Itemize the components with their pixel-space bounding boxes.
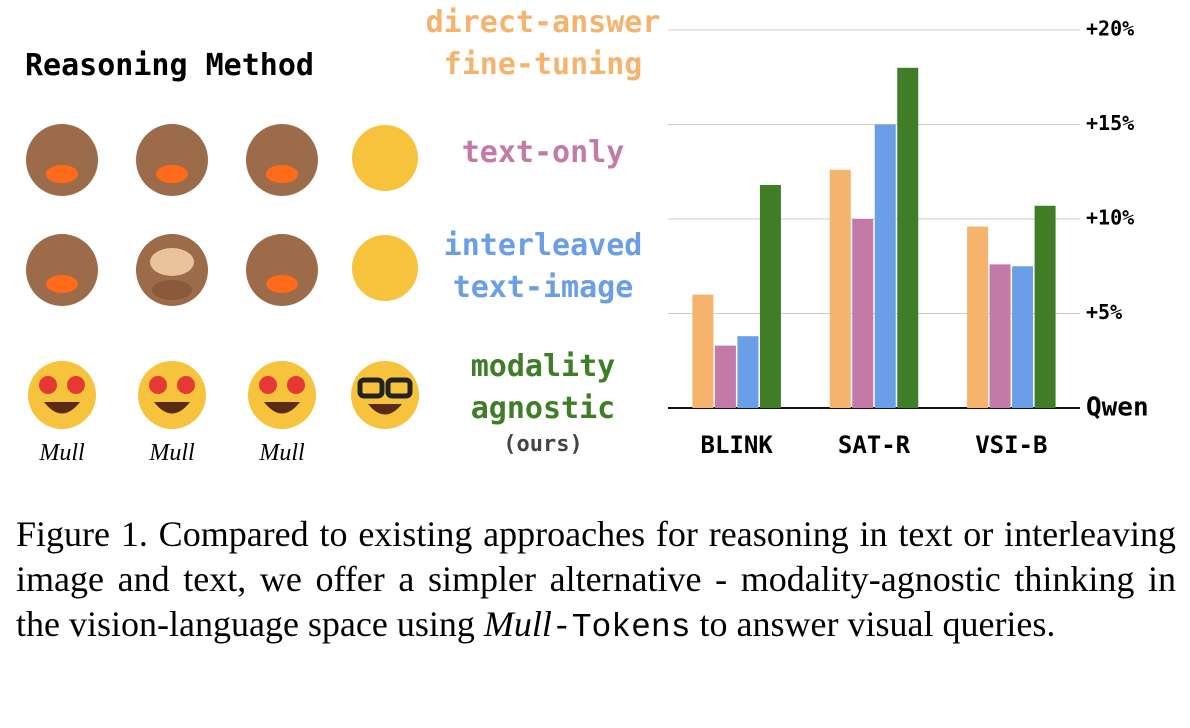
bar (897, 67, 919, 409)
y-tick-label: Qwen (1086, 393, 1149, 423)
bar (714, 345, 736, 408)
emoji-label: Mull (149, 440, 195, 466)
y-tick-label: +15% (1086, 111, 1134, 135)
bar (1034, 205, 1056, 408)
legend-entry: direct-answer fine-tuning (425, 5, 661, 82)
bar (829, 169, 851, 408)
figure: Qwen +5% +10% +15% +20% BLINK SAT-R VSI-B (26, 17, 1149, 459)
y-tick-label: +20% (1086, 17, 1134, 41)
emoji-icons (26, 124, 419, 429)
legend-entry: interleaved text-image (443, 228, 643, 305)
bar (1012, 266, 1034, 408)
y-tick-label: +10% (1086, 206, 1134, 230)
emoji-label: Mull (39, 440, 85, 466)
method-note: (ours) (503, 432, 583, 457)
bar (852, 219, 874, 408)
caption-text: -Tokens (551, 609, 691, 646)
x-tick-label: SAT-R (838, 431, 911, 459)
legend-entry: text-only (461, 135, 625, 170)
legend-entry: modality agnostic (470, 349, 616, 426)
bar (989, 264, 1011, 408)
x-tick-label: BLINK (701, 431, 774, 459)
x-tick-label: VSI-B (975, 431, 1047, 459)
caption-text: to answer visual queries. (699, 604, 1056, 644)
emoji-label: Mull (259, 440, 305, 466)
caption-text: Mull (483, 604, 552, 644)
bar (692, 294, 714, 408)
caption: Figure 1. Compared to existing approache… (16, 512, 1176, 650)
bar (759, 184, 781, 408)
bar (874, 124, 896, 408)
heading: Reasoning Method (25, 48, 314, 83)
bar (737, 336, 759, 408)
y-tick-label: +5% (1086, 300, 1122, 324)
caption-text: Figure 1. Compared to existing approache… (16, 514, 1176, 644)
bar (967, 226, 989, 408)
